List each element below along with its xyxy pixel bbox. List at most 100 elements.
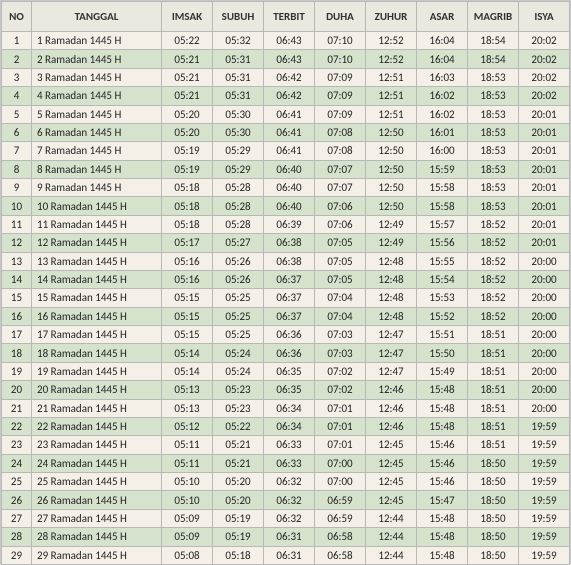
cell-terbit: 06:38 <box>264 234 315 252</box>
cell-no: 18 <box>2 344 32 362</box>
cell-asar: 16:02 <box>417 105 468 123</box>
cell-zuhur: 12:48 <box>366 252 417 270</box>
cell-isya: 19:59 <box>519 436 570 454</box>
cell-no: 24 <box>2 454 32 472</box>
cell-terbit: 06:35 <box>264 362 315 380</box>
cell-magrib: 18:52 <box>468 234 519 252</box>
cell-no: 22 <box>2 417 32 435</box>
cell-magrib: 18:51 <box>468 344 519 362</box>
cell-asar: 15:58 <box>417 179 468 197</box>
cell-terbit: 06:36 <box>264 326 315 344</box>
cell-zuhur: 12:52 <box>366 32 417 50</box>
col-magrib: MAGRIB <box>468 2 519 32</box>
cell-asar: 15:48 <box>417 399 468 417</box>
cell-zuhur: 12:47 <box>366 326 417 344</box>
cell-isya: 19:59 <box>519 473 570 491</box>
cell-imsak: 05:20 <box>162 105 213 123</box>
cell-isya: 20:00 <box>519 289 570 307</box>
cell-magrib: 18:51 <box>468 417 519 435</box>
cell-zuhur: 12:45 <box>366 454 417 472</box>
cell-imsak: 05:21 <box>162 50 213 68</box>
cell-asar: 15:53 <box>417 289 468 307</box>
table-row: 99 Ramadan 1445 H05:1805:2806:4007:0712:… <box>2 179 570 197</box>
cell-tanggal: 2 Ramadan 1445 H <box>32 50 162 68</box>
cell-isya: 20:00 <box>519 362 570 380</box>
cell-duha: 07:01 <box>315 417 366 435</box>
cell-subuh: 05:24 <box>213 362 264 380</box>
cell-magrib: 18:52 <box>468 270 519 288</box>
table-row: 2626 Ramadan 1445 H05:1005:2006:3206:591… <box>2 491 570 509</box>
cell-subuh: 05:20 <box>213 491 264 509</box>
table-row: 66 Ramadan 1445 H05:2005:3006:4107:0812:… <box>2 123 570 141</box>
cell-asar: 15:48 <box>417 528 468 546</box>
cell-subuh: 05:32 <box>213 32 264 50</box>
cell-tanggal: 4 Ramadan 1445 H <box>32 87 162 105</box>
cell-tanggal: 23 Ramadan 1445 H <box>32 436 162 454</box>
cell-magrib: 18:51 <box>468 436 519 454</box>
cell-imsak: 05:13 <box>162 381 213 399</box>
cell-no: 25 <box>2 473 32 491</box>
cell-magrib: 18:52 <box>468 252 519 270</box>
cell-terbit: 06:40 <box>264 197 315 215</box>
cell-zuhur: 12:44 <box>366 546 417 564</box>
cell-duha: 07:02 <box>315 381 366 399</box>
cell-subuh: 05:29 <box>213 142 264 160</box>
cell-duha: 07:05 <box>315 234 366 252</box>
cell-asar: 15:48 <box>417 546 468 564</box>
table-row: 11 Ramadan 1445 H05:2205:3206:4307:1012:… <box>2 32 570 50</box>
cell-magrib: 18:53 <box>468 142 519 160</box>
cell-isya: 19:59 <box>519 528 570 546</box>
table-row: 77 Ramadan 1445 H05:1905:2906:4107:0812:… <box>2 142 570 160</box>
cell-terbit: 06:35 <box>264 381 315 399</box>
cell-subuh: 05:28 <box>213 197 264 215</box>
cell-zuhur: 12:50 <box>366 179 417 197</box>
cell-imsak: 05:19 <box>162 142 213 160</box>
cell-tanggal: 13 Ramadan 1445 H <box>32 252 162 270</box>
cell-tanggal: 25 Ramadan 1445 H <box>32 473 162 491</box>
cell-isya: 20:02 <box>519 68 570 86</box>
cell-tanggal: 20 Ramadan 1445 H <box>32 381 162 399</box>
cell-tanggal: 27 Ramadan 1445 H <box>32 509 162 527</box>
cell-terbit: 06:37 <box>264 289 315 307</box>
cell-asar: 16:03 <box>417 68 468 86</box>
cell-subuh: 05:28 <box>213 179 264 197</box>
cell-isya: 20:00 <box>519 399 570 417</box>
cell-no: 6 <box>2 123 32 141</box>
cell-no: 23 <box>2 436 32 454</box>
cell-duha: 07:08 <box>315 123 366 141</box>
table-row: 2323 Ramadan 1445 H05:1105:2106:3307:011… <box>2 436 570 454</box>
cell-imsak: 05:15 <box>162 289 213 307</box>
cell-subuh: 05:18 <box>213 546 264 564</box>
cell-zuhur: 12:45 <box>366 491 417 509</box>
table-row: 44 Ramadan 1445 H05:2105:3106:4207:0912:… <box>2 87 570 105</box>
cell-duha: 07:03 <box>315 326 366 344</box>
cell-no: 17 <box>2 326 32 344</box>
cell-tanggal: 6 Ramadan 1445 H <box>32 123 162 141</box>
cell-zuhur: 12:50 <box>366 142 417 160</box>
cell-isya: 20:01 <box>519 142 570 160</box>
cell-zuhur: 12:46 <box>366 417 417 435</box>
cell-isya: 20:00 <box>519 344 570 362</box>
cell-imsak: 05:15 <box>162 326 213 344</box>
cell-magrib: 18:50 <box>468 528 519 546</box>
cell-duha: 07:03 <box>315 344 366 362</box>
cell-zuhur: 12:47 <box>366 344 417 362</box>
cell-asar: 16:04 <box>417 50 468 68</box>
cell-isya: 20:00 <box>519 307 570 325</box>
cell-subuh: 05:20 <box>213 473 264 491</box>
cell-zuhur: 12:50 <box>366 197 417 215</box>
cell-asar: 15:50 <box>417 344 468 362</box>
table-row: 2020 Ramadan 1445 H05:1305:2306:3507:021… <box>2 381 570 399</box>
cell-tanggal: 5 Ramadan 1445 H <box>32 105 162 123</box>
cell-zuhur: 12:51 <box>366 105 417 123</box>
cell-imsak: 05:14 <box>162 344 213 362</box>
cell-duha: 07:10 <box>315 50 366 68</box>
cell-magrib: 18:51 <box>468 362 519 380</box>
col-duha: DUHA <box>315 2 366 32</box>
cell-zuhur: 12:46 <box>366 399 417 417</box>
table-row: 1818 Ramadan 1445 H05:1405:2406:3607:031… <box>2 344 570 362</box>
cell-magrib: 18:52 <box>468 307 519 325</box>
table-body: 11 Ramadan 1445 H05:2205:3206:4307:1012:… <box>2 32 570 565</box>
cell-subuh: 05:30 <box>213 123 264 141</box>
cell-imsak: 05:21 <box>162 87 213 105</box>
